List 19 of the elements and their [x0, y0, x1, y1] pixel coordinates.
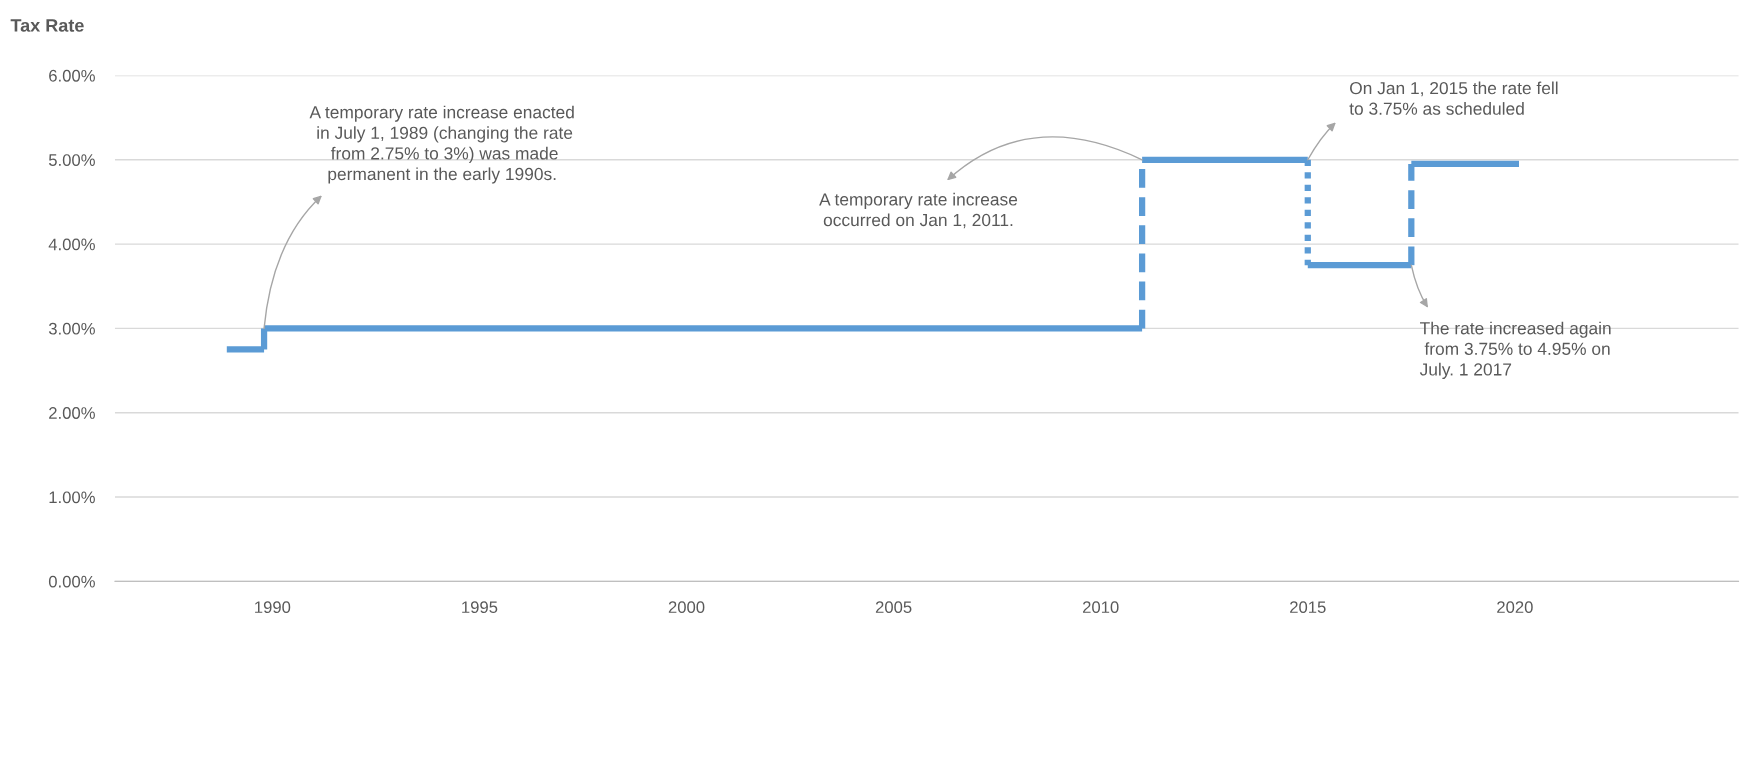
x-tick-label: 2005 [875, 601, 912, 614]
annotation: A temporary rate increase enacted in July 1, 1989 (changing the rate from 2.75% to 3%) was made permanent in the early 1990s. [309, 105, 574, 184]
y-tick-label: 3.00% [48, 322, 95, 335]
x-tick-label: 1990 [255, 601, 291, 614]
x-tick-label: 1995 [462, 601, 498, 614]
x-tick-label: 2015 [1290, 601, 1326, 614]
annotation: A temporary rate increase occurred on Jan 1, 2011. [819, 192, 1018, 229]
annotation: The rate increased again from 3.75% to 4.95% on July. 1 2017 [1419, 321, 1611, 380]
x-tick-label: 2020 [1497, 601, 1533, 614]
y-tick-label: 5.00% [48, 154, 95, 166]
x-tick-label: 2010 [1083, 601, 1119, 614]
y-tick-label: 2.00% [49, 407, 95, 419]
y-axis-title: Tax Rate [10, 19, 84, 32]
y-tick-label: 4.00% [48, 238, 95, 251]
y-tick-label: 6.00% [49, 69, 95, 82]
y-tick-label: 0.00% [48, 575, 95, 588]
x-tick-label: 2000 [668, 601, 705, 614]
y-tick-label: 1.00% [49, 491, 95, 504]
annotation: On Jan 1, 2015 the rate fell to 3.75% as scheduled [1349, 81, 1558, 115]
